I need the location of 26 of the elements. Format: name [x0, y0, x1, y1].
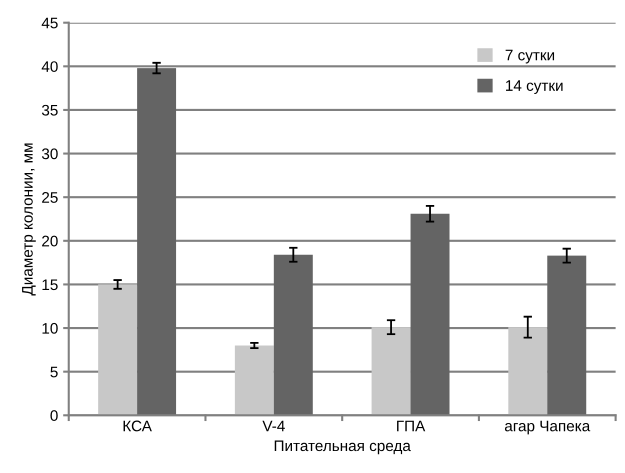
y-tick-label: 5	[50, 366, 58, 378]
y-tick-label: 20	[42, 236, 58, 246]
x-tick-label: V-4	[262, 420, 285, 432]
y-tick-label: 30	[42, 148, 58, 160]
bar	[274, 254, 313, 416]
y-tick-label: 0	[50, 410, 58, 421]
y-tick-label: 10	[42, 322, 58, 334]
y-tick-label: 45	[42, 18, 58, 28]
bar	[234, 346, 274, 416]
bar	[547, 256, 586, 416]
x-tick-label: ГПА	[397, 420, 426, 432]
x-axis-title: Питательная среда	[274, 440, 411, 454]
y-tick-label: 25	[42, 192, 58, 203]
legend-label: 7 сутки	[506, 50, 554, 64]
bar	[98, 284, 138, 416]
y-tick-label: 35	[42, 104, 58, 116]
y-tick-label: 15	[42, 279, 58, 290]
bar	[410, 214, 450, 416]
y-axis-title: Диаметр колонии, мм	[22, 143, 36, 296]
bar	[137, 68, 176, 416]
x-tick-label: КСА	[124, 420, 152, 432]
bar	[508, 327, 548, 416]
x-tick-label: агар Чапека	[504, 420, 590, 434]
bar	[372, 327, 411, 416]
y-tick-label: 40	[42, 61, 58, 72]
legend-label: 14 сутки	[506, 80, 563, 94]
